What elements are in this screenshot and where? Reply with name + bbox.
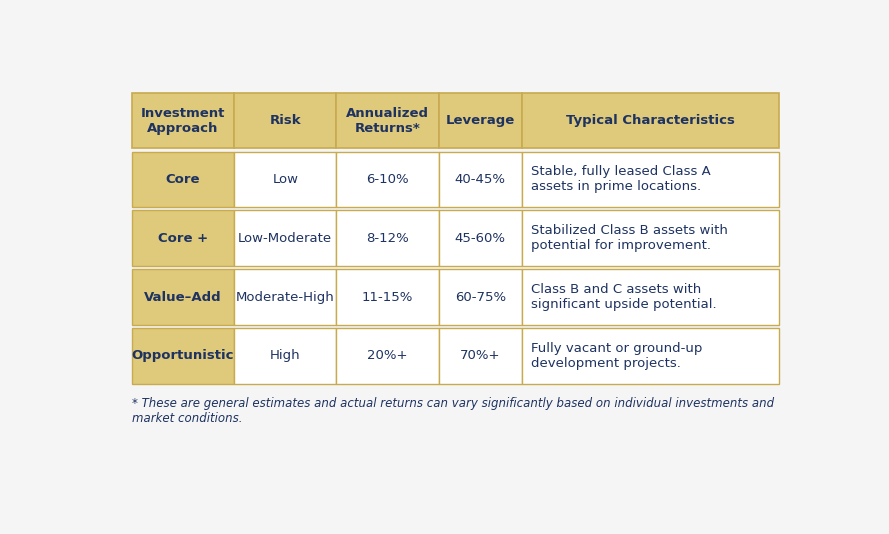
Text: Class B and C assets with
significant upside potential.: Class B and C assets with significant up… xyxy=(531,283,717,311)
Text: Core: Core xyxy=(165,173,200,186)
Bar xyxy=(522,152,780,207)
Text: Typical Characteristics: Typical Characteristics xyxy=(566,114,735,127)
Bar xyxy=(439,269,522,325)
Text: 6-10%: 6-10% xyxy=(366,173,409,186)
Text: 8-12%: 8-12% xyxy=(366,232,409,245)
Bar xyxy=(439,210,522,266)
Text: Low: Low xyxy=(272,173,299,186)
Bar xyxy=(132,210,234,266)
Text: 70%+: 70%+ xyxy=(460,349,501,362)
Bar xyxy=(234,328,336,383)
Text: 60-75%: 60-75% xyxy=(454,290,506,303)
Text: High: High xyxy=(270,349,300,362)
Bar xyxy=(439,152,522,207)
Bar xyxy=(132,328,234,383)
Bar xyxy=(336,93,439,148)
Text: Moderate-High: Moderate-High xyxy=(236,290,334,303)
Text: 20%+: 20%+ xyxy=(367,349,408,362)
Text: Leverage: Leverage xyxy=(445,114,515,127)
Bar xyxy=(439,328,522,383)
Text: Value–Add: Value–Add xyxy=(144,290,221,303)
Bar xyxy=(336,269,439,325)
Text: Core +: Core + xyxy=(158,232,208,245)
Bar xyxy=(522,328,780,383)
Text: * These are general estimates and actual returns can vary significantly based on: * These are general estimates and actual… xyxy=(132,397,774,425)
Text: Stable, fully leased Class A
assets in prime locations.: Stable, fully leased Class A assets in p… xyxy=(531,166,710,193)
Text: 11-15%: 11-15% xyxy=(362,290,413,303)
Text: Fully vacant or ground-up
development projects.: Fully vacant or ground-up development pr… xyxy=(531,342,702,370)
Bar xyxy=(439,93,522,148)
Text: Low-Moderate: Low-Moderate xyxy=(238,232,332,245)
Bar xyxy=(132,152,234,207)
Bar xyxy=(336,210,439,266)
Text: 45-60%: 45-60% xyxy=(454,232,506,245)
Bar xyxy=(132,269,234,325)
Text: Annualized
Returns*: Annualized Returns* xyxy=(346,107,429,135)
Bar xyxy=(336,328,439,383)
Bar xyxy=(522,269,780,325)
Bar xyxy=(234,210,336,266)
Bar xyxy=(336,152,439,207)
Bar xyxy=(132,93,234,148)
Bar xyxy=(522,210,780,266)
Text: Stabilized Class B assets with
potential for improvement.: Stabilized Class B assets with potential… xyxy=(531,224,727,252)
Bar xyxy=(234,269,336,325)
Text: 40-45%: 40-45% xyxy=(454,173,506,186)
Text: Opportunistic: Opportunistic xyxy=(132,349,234,362)
Text: Investment
Approach: Investment Approach xyxy=(140,107,225,135)
Bar xyxy=(234,152,336,207)
Bar xyxy=(234,93,336,148)
Bar xyxy=(522,93,780,148)
Text: Risk: Risk xyxy=(269,114,301,127)
